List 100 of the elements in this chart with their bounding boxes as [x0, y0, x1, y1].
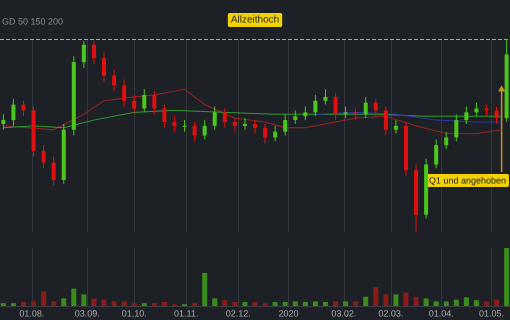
candlestick — [253, 120, 257, 134]
bar — [202, 272, 208, 306]
candlestick — [82, 40, 86, 68]
bar — [353, 301, 358, 306]
candlestick — [494, 106, 499, 124]
bar — [262, 303, 268, 306]
candlestick — [202, 120, 207, 140]
bar — [373, 286, 378, 306]
candlestick — [172, 116, 176, 132]
bar — [102, 300, 107, 306]
x-tick-label: 02.03. — [378, 308, 404, 318]
candlestick — [263, 123, 268, 144]
bar — [403, 292, 408, 306]
bar — [41, 292, 46, 306]
bar — [31, 301, 36, 306]
bar — [414, 296, 419, 306]
candlestick — [374, 98, 378, 117]
candlestick — [1, 114, 6, 130]
candlestick — [394, 120, 398, 134]
bar — [333, 301, 338, 306]
annotation: Q1 und angehoben — [428, 176, 506, 186]
bar — [0, 303, 6, 306]
text: GD 50 150 200 — [2, 16, 64, 26]
bar — [322, 302, 328, 306]
candlestick — [52, 156, 56, 186]
bar — [152, 303, 157, 306]
bar — [242, 302, 248, 306]
candlestick — [354, 108, 358, 121]
candlestick — [313, 94, 318, 117]
candlestick — [182, 120, 187, 132]
candlestick — [212, 106, 217, 130]
bar — [252, 302, 258, 306]
candlestick — [464, 106, 468, 124]
candlestick — [92, 40, 96, 65]
bar — [454, 300, 459, 306]
bar — [434, 301, 439, 306]
x-tick-label: 03.09. — [74, 308, 100, 318]
candlestick — [102, 52, 106, 82]
candlestick — [21, 100, 26, 117]
bar — [162, 302, 167, 306]
candlestick — [112, 69, 116, 92]
bar — [302, 302, 308, 306]
x-tick-label: 01.10. — [122, 308, 147, 318]
bar — [81, 294, 86, 306]
bar — [132, 303, 137, 306]
candlestick — [152, 90, 156, 115]
candlestick — [364, 96, 368, 119]
x-tick-label: 03.02. — [331, 308, 356, 318]
candlestick — [434, 138, 438, 169]
candlestick — [11, 98, 16, 126]
bar — [212, 298, 218, 306]
x-tick-label: 01.04. — [428, 308, 454, 318]
candlestick — [474, 102, 478, 117]
candlestick — [293, 110, 298, 124]
bar — [343, 301, 348, 306]
bar — [484, 301, 490, 306]
candlestick — [484, 104, 489, 117]
candlestick — [192, 121, 197, 142]
bar — [51, 301, 56, 306]
bar — [363, 296, 368, 306]
candlestick — [444, 131, 448, 150]
candlestick — [142, 88, 146, 113]
candlestick — [273, 125, 278, 142]
candlestick — [42, 144, 46, 169]
bar — [272, 302, 278, 306]
candlestick — [323, 88, 328, 106]
bar — [10, 303, 16, 306]
candlestick — [162, 104, 166, 128]
candlestick — [303, 106, 308, 121]
bar — [474, 300, 479, 306]
x-tick-label: 01.08. — [19, 308, 44, 318]
bar — [282, 302, 288, 306]
bar — [464, 297, 469, 306]
bar — [444, 301, 449, 306]
candlestick — [242, 118, 247, 130]
bar — [20, 302, 26, 306]
bar — [232, 302, 238, 306]
bar — [494, 300, 500, 306]
bar — [222, 300, 228, 306]
x-tick-label: 02.12. — [226, 308, 251, 318]
bar — [292, 301, 298, 306]
candlestick — [132, 94, 136, 115]
bar — [142, 303, 147, 306]
x-tick-label: 01.11. — [174, 308, 198, 318]
bar — [192, 303, 198, 306]
candlestick — [344, 106, 348, 119]
bar — [424, 298, 429, 306]
candlestick — [384, 106, 388, 136]
candlestick — [334, 92, 338, 121]
x-tick-label: 2020 — [278, 308, 299, 318]
bar — [61, 298, 66, 306]
candlestick — [454, 114, 458, 142]
bar — [122, 301, 127, 306]
bar — [71, 288, 76, 306]
candlestick — [283, 114, 288, 136]
bar — [91, 298, 96, 306]
ref-line-label: Allzeithoch — [230, 14, 280, 26]
candlestick — [232, 118, 237, 132]
bar — [393, 294, 398, 306]
bar — [383, 294, 388, 306]
